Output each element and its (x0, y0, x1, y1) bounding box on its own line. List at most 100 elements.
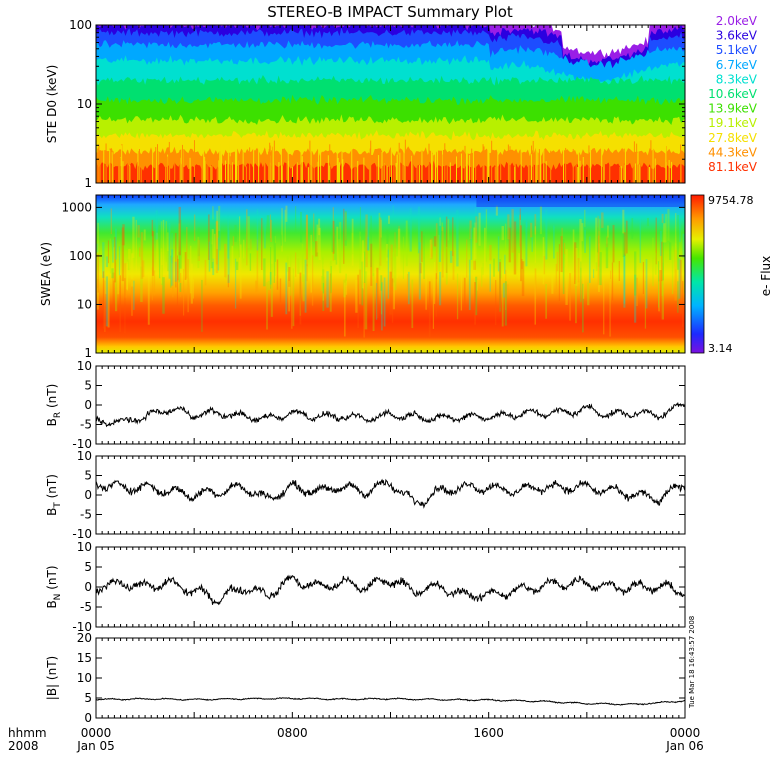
swea-streak (558, 244, 560, 302)
ytick-label: 0 (84, 398, 92, 412)
time-tick-label: 0000 (81, 726, 112, 740)
swea-streak (474, 282, 477, 325)
swea-streak (279, 278, 282, 303)
swea-streak (156, 232, 158, 276)
swea-streak (336, 226, 339, 270)
swea-streak (334, 237, 336, 261)
swea-streak (238, 216, 241, 273)
swea-streak (439, 271, 442, 306)
ytick-label: 5 (84, 379, 92, 393)
swea-streak (519, 214, 521, 247)
swea-streak (428, 281, 431, 338)
swea-streak (609, 270, 612, 279)
swea-streak (114, 236, 117, 283)
swea-streak (605, 243, 609, 269)
swea-streak (97, 253, 99, 293)
swea-streak (553, 225, 555, 259)
swea-streak (452, 217, 454, 257)
swea-streak (176, 255, 178, 306)
ylabel: |B| (nT) (45, 656, 59, 700)
ste-ylabel: STE D0 (keV) (45, 65, 59, 144)
swea-streak (463, 277, 466, 308)
swea-streak (392, 282, 396, 310)
ytick-label: 15 (77, 651, 92, 665)
swea-streak (556, 251, 559, 272)
time-tick-date: Jan 06 (665, 739, 704, 753)
swea-streak (519, 208, 521, 220)
swea-streak (141, 260, 145, 278)
timestamp: Tue Mar 18 16:43:57 2008 (688, 616, 696, 709)
swea-streak (192, 279, 194, 299)
bt-trace (95, 478, 686, 509)
swea-streak (97, 279, 99, 289)
swea-panel: 1 10 100 1000 SWEA (eV) 9754.78 3.14 e- Flu… (39, 194, 773, 360)
swea-streak (456, 209, 459, 267)
bn-trace (95, 574, 686, 606)
swea-streak (231, 245, 234, 277)
ste-panel: 1 10 100 STE D0 (keV) 2.0keV3.6keV5.1keV6.… (45, 14, 758, 190)
swea-streak (468, 259, 471, 311)
swea-streak (190, 263, 193, 304)
swea-streak (183, 268, 185, 316)
ytick-label: -10 (72, 620, 92, 634)
swea-streak (659, 230, 662, 256)
swea-streak (473, 260, 476, 270)
swea-streak (302, 274, 305, 302)
swea-streak (565, 249, 568, 305)
swea-streak (363, 281, 365, 338)
swea-streak (315, 241, 318, 257)
swea-streak (652, 237, 654, 287)
swea-streak (402, 236, 404, 279)
swea-streak (569, 273, 572, 321)
swea-streak (351, 218, 354, 266)
swea-streak (597, 243, 600, 293)
swea-streak (227, 274, 229, 288)
swea-streak (606, 236, 608, 248)
swea-streak (179, 282, 182, 292)
swea-streak (267, 280, 271, 291)
swea-streak (359, 231, 361, 290)
colorbar-min-label: 3.14 (708, 342, 733, 355)
swea-streak (190, 245, 192, 294)
swea-streak (269, 272, 272, 285)
ylabel: BT (nT) (45, 474, 63, 516)
swea-streak (501, 226, 505, 241)
swea-streak (504, 223, 507, 252)
swea-streak (234, 258, 237, 309)
swea-streak (273, 232, 275, 283)
swea-streak (388, 215, 390, 224)
swea-high-energy-band (476, 195, 685, 207)
swea-streak (658, 261, 660, 308)
bt-panel: -10 -5 0 5 10 BT (nT) (45, 449, 686, 541)
swea-streak (542, 237, 545, 285)
swea-streak (270, 247, 272, 289)
swea-streak (362, 253, 365, 290)
swea-streak (625, 220, 628, 254)
swea-streak (474, 207, 477, 228)
swea-streak (531, 237, 533, 252)
colorbar-title: e- Flux (759, 256, 773, 296)
swea-streak (383, 277, 386, 327)
swea-streak (178, 206, 181, 256)
legend-8.3keV: 8.3keV (716, 72, 758, 86)
ytick-label: 10 (77, 671, 92, 685)
swea-streak (623, 232, 626, 257)
swea-streak (102, 242, 105, 278)
swea-streak (160, 248, 163, 284)
swea-streak (112, 272, 115, 307)
swea-streak (634, 251, 637, 296)
swea-streak (418, 249, 421, 290)
swea-streak (332, 220, 335, 254)
swea-streak (366, 214, 370, 251)
swea-streak (291, 276, 293, 329)
swea-streak (313, 213, 315, 242)
swea-streak (323, 277, 325, 287)
swea-streak (504, 281, 507, 326)
swea-streak (266, 215, 270, 231)
swea-streak (582, 283, 584, 333)
swea-streak (204, 259, 207, 286)
swea-streak (445, 216, 448, 273)
swea-streak (126, 261, 129, 291)
swea-streak (575, 248, 578, 286)
swea-streak (447, 219, 450, 241)
